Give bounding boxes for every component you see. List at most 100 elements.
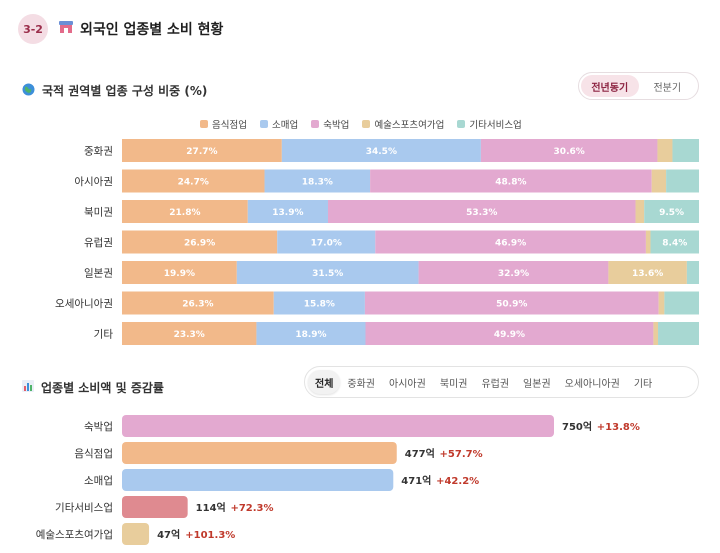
page-title: 외국인 업종별 소비 현황 (80, 22, 224, 38)
tab-oceania[interactable]: 오세아니아권 (564, 378, 620, 390)
tab-asia[interactable]: 아시아권 (389, 378, 426, 390)
spending-bar (122, 442, 397, 464)
stacked-segment (281, 139, 481, 162)
segment-value-label: 26.9% (184, 239, 215, 249)
category-label: 기타서비스업 (55, 501, 113, 514)
toggle-qoq[interactable]: 전분기 (653, 82, 682, 94)
stacked-segment (664, 291, 699, 315)
stacked-segment (658, 322, 699, 345)
legend-item-other: 기타서비스업 (457, 117, 522, 131)
stacked-segment (247, 200, 328, 223)
stacked-segment (122, 139, 282, 162)
category-label: 오세아니아권 (55, 298, 113, 310)
stacked-segment (236, 261, 419, 284)
legend-item-retail: 소매업 (259, 117, 299, 131)
spending-bar (122, 415, 554, 437)
stacked-segment (480, 139, 658, 162)
legend-label: 예술스포츠여가업 (374, 120, 445, 131)
stacked-segment (650, 230, 699, 254)
tab-greater-china[interactable]: 중화권 (347, 378, 376, 390)
stacked-segment (635, 200, 645, 223)
spending-change-label: +72.3% (230, 503, 273, 514)
segment-value-label: 23.3% (174, 330, 205, 340)
stacked-segment (122, 291, 274, 315)
stacked-segment (370, 169, 652, 193)
stacked-segment (327, 200, 636, 223)
spending-value-label: 471억 (401, 475, 431, 487)
spending-value-label: 750억 (562, 421, 592, 433)
tab-other[interactable]: 기타 (633, 378, 653, 390)
segment-value-label: 26.3% (182, 300, 213, 310)
segment-value-label: 18.9% (295, 330, 326, 340)
category-label: 예술스포츠여가업 (36, 528, 113, 541)
category-label: 아시아권 (74, 176, 113, 188)
composition-section-title: 국적 권역별 업종 구성 비중 (%) (22, 82, 207, 99)
segment-value-label: 13.9% (272, 208, 303, 218)
segment-value-label: 21.8% (169, 208, 200, 218)
segment-value-label: 32.9% (498, 269, 529, 279)
tab-japan[interactable]: 일본권 (523, 378, 551, 390)
stacked-segment (657, 139, 673, 162)
segment-value-label: 48.8% (495, 178, 526, 188)
spending-change-label: +57.7% (440, 449, 483, 460)
stacked-segment (256, 322, 366, 345)
stacked-segment (122, 322, 257, 345)
legend-label: 소매업 (271, 120, 299, 131)
stacked-segment (364, 291, 659, 315)
tab-all[interactable]: 전체 (308, 370, 341, 394)
tab-north-america[interactable]: 북미권 (439, 378, 468, 390)
legend-item-lodging: 숙박업 (311, 117, 349, 131)
category-label: 중화권 (84, 146, 113, 158)
spending-bar (122, 523, 150, 545)
category-label: 기타 (94, 329, 114, 341)
composition-stacked-chart: 중화권 27.7% 34.5% 30.6% 아시아권 24.7% 18.3% 48.8% 북미권… (55, 139, 699, 345)
stacked-segment (672, 139, 699, 162)
toggle-yoy[interactable]: 전년동기 (581, 75, 639, 97)
stacked-segment (645, 230, 651, 254)
section-header: 3-2 외국인 업종별 소비 현황 (18, 14, 223, 44)
segment-value-label: 27.7% (186, 147, 217, 157)
segment-value-label: 53.3% (466, 208, 497, 218)
stacked-segment (418, 261, 609, 284)
category-label: 유럽권 (84, 236, 113, 249)
spending-bar (122, 469, 394, 491)
segment-value-label: 8.4% (662, 239, 687, 249)
period-toggle[interactable]: 전년동기 전분기 (578, 72, 699, 100)
spending-bar (122, 496, 188, 518)
spending-section-title: 업종별 소비액 및 증감률 (22, 379, 164, 396)
segment-value-label: 9.5% (659, 208, 684, 218)
segment-value-label: 30.6% (554, 147, 585, 157)
legend-item-culture: 예술스포츠여가업 (362, 117, 444, 131)
region-tabs[interactable]: 전체 중화권 아시아권 북미권 유럽권 일본권 오세아니아권 기타 (304, 366, 699, 398)
tab-europe[interactable]: 유럽권 (481, 378, 510, 390)
segment-value-label: 17.0% (311, 239, 342, 249)
spending-change-label: +101.3% (185, 530, 235, 541)
segment-value-label: 13.6% (632, 269, 663, 279)
stacked-segment (658, 291, 665, 315)
segment-value-label: 15.8% (304, 300, 335, 310)
composition-legend: 음식점업 소매업 숙박업 예술스포츠여가업 기타서비스업 (200, 117, 535, 131)
stacked-segment (122, 169, 265, 193)
segment-value-label: 34.5% (366, 147, 397, 157)
spending-value-label: 114억 (196, 502, 226, 514)
category-label: 소매업 (84, 474, 113, 487)
stacked-segment (651, 169, 667, 193)
segment-value-label: 50.9% (496, 300, 527, 310)
segment-value-label: 49.9% (494, 330, 525, 340)
segment-value-label: 31.5% (312, 269, 343, 279)
stacked-segment (277, 230, 376, 254)
spending-change-label: +42.2% (436, 476, 479, 487)
section-number-badge: 3-2 (18, 14, 48, 44)
composition-title: 국적 권역별 업종 구성 비중 (%) (42, 84, 208, 98)
legend-label: 숙박업 (323, 120, 350, 131)
stacked-segment (264, 169, 371, 193)
stacked-segment (666, 169, 699, 193)
stacked-segment (375, 230, 646, 254)
stacked-segment (122, 200, 248, 223)
stacked-segment (122, 230, 278, 254)
stacked-segment (644, 200, 699, 223)
segment-value-label: 19.9% (164, 269, 195, 279)
legend-item-food: 음식점업 (200, 117, 247, 131)
legend-label: 음식점업 (212, 120, 247, 131)
category-label: 숙박업 (84, 420, 113, 433)
